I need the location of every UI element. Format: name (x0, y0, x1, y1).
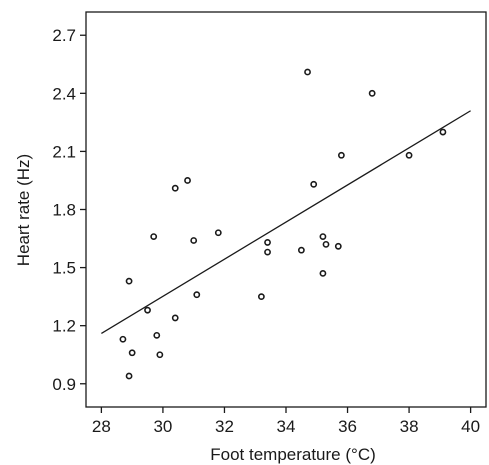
data-point (439, 128, 447, 136)
data-point (405, 151, 413, 159)
y-tick-label: 0.9 (52, 375, 76, 394)
data-point (297, 246, 305, 254)
x-tick-label: 36 (338, 417, 357, 436)
data-point (150, 233, 158, 241)
data-point (125, 277, 133, 285)
data-point (257, 293, 265, 301)
data-point (264, 248, 271, 256)
data-point (119, 335, 127, 343)
data-point (322, 240, 330, 248)
data-point (171, 184, 179, 192)
data-point (193, 291, 201, 299)
trend-line (101, 110, 471, 334)
x-tick-label: 28 (92, 417, 111, 436)
data-point (310, 180, 318, 188)
trend-line-group (101, 110, 471, 334)
y-tick-label: 1.8 (52, 201, 76, 220)
x-tick-label: 34 (277, 417, 296, 436)
data-point (334, 242, 342, 250)
y-tick-label: 1.2 (52, 317, 76, 336)
data-point (190, 237, 198, 244)
data-point (184, 177, 191, 184)
data-point (214, 229, 222, 237)
data-point (128, 349, 136, 357)
data-point (368, 89, 376, 97)
y-tick-label: 2.4 (52, 84, 76, 103)
data-points (119, 68, 447, 380)
y-tick-label: 2.7 (52, 26, 76, 45)
x-axis-label: Foot temperature (°C) (210, 445, 376, 464)
x-tick-label: 32 (215, 417, 234, 436)
x-tick-label: 40 (461, 417, 480, 436)
data-point (125, 372, 133, 380)
y-tick-label: 1.5 (52, 259, 76, 278)
data-point (156, 351, 164, 359)
y-tick-label: 2.1 (52, 142, 76, 161)
data-point (304, 68, 311, 76)
data-point (319, 233, 327, 241)
data-point (171, 314, 179, 322)
data-point (264, 239, 271, 246)
data-point (337, 151, 345, 159)
x-tick-label: 30 (153, 417, 172, 436)
data-point (319, 269, 327, 277)
x-axis-ticks: 28 30 32 34 36 38 40 (92, 407, 480, 436)
data-point (153, 331, 161, 339)
x-tick-label: 38 (400, 417, 419, 436)
data-point (144, 306, 151, 314)
y-axis-label: Heart rate (Hz) (14, 154, 33, 266)
y-axis-ticks: 0.9 1.2 1.5 1.8 2.1 2.4 2.7 (52, 26, 86, 394)
